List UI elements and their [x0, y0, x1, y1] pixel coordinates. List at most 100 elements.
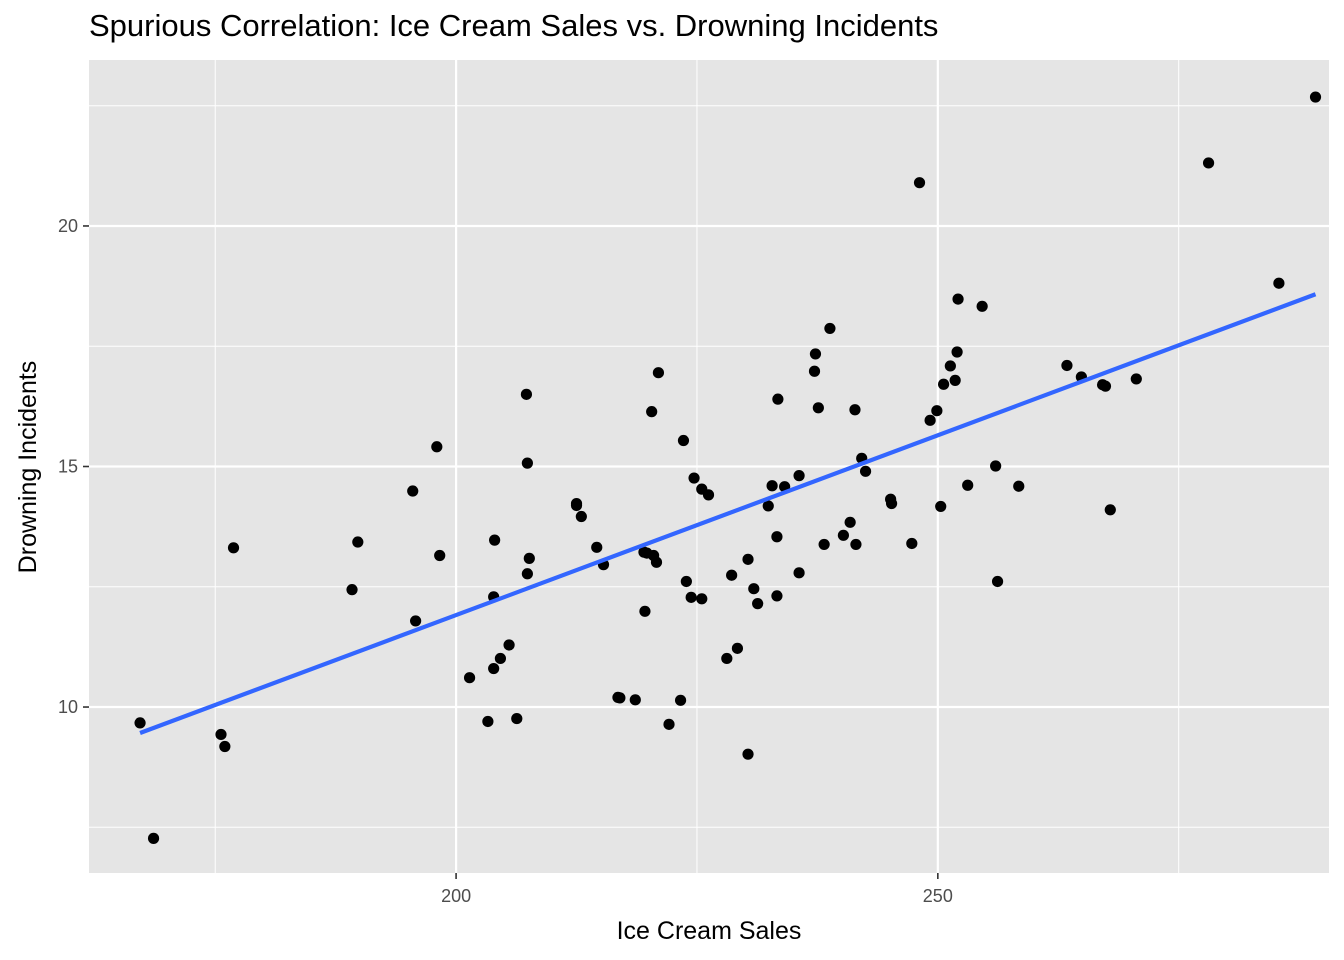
x-tick-label: 200	[441, 886, 471, 906]
scatter-point	[570, 499, 583, 512]
scatter-point	[850, 538, 862, 551]
scatter-point	[646, 406, 658, 418]
scatter-point	[523, 552, 535, 564]
scatter-point	[1061, 359, 1073, 372]
tick-labels: 200 250 10 15 20	[58, 216, 953, 906]
scatter-point	[1104, 504, 1116, 516]
scatter-point	[488, 662, 500, 675]
scatter-point	[906, 537, 918, 550]
scatter-point	[824, 322, 836, 335]
scatter-point	[935, 500, 947, 513]
scatter-point	[521, 568, 533, 580]
scatter-point	[793, 567, 805, 579]
scatter-point	[680, 575, 692, 588]
scatter-point	[837, 529, 850, 541]
x-axis-title: Ice Cream Sales	[617, 917, 802, 945]
scatter-point	[721, 652, 733, 665]
scatter-point	[952, 293, 964, 305]
y-axis-title: Drowning Incidents	[14, 361, 42, 574]
scatter-point	[482, 715, 494, 728]
scatter-point	[629, 694, 641, 706]
scatter-point	[434, 549, 446, 562]
scatter-point	[407, 485, 419, 497]
scatter-point	[913, 177, 926, 189]
scatter-point	[748, 583, 760, 595]
scatter-point	[591, 541, 603, 553]
scatter-point	[494, 652, 507, 665]
scatter-point	[990, 460, 1002, 472]
chart-title: Spurious Correlation: Ice Cream Sales vs…	[89, 8, 939, 43]
scatter-point	[674, 694, 687, 706]
scatter-point	[614, 692, 626, 704]
scatter-point	[652, 367, 665, 379]
scatter-point	[511, 712, 523, 725]
y-tick-label: 20	[58, 216, 78, 236]
scatter-point	[808, 365, 821, 377]
scatter-point	[639, 605, 651, 617]
x-tick-label: 250	[923, 886, 953, 906]
axis-ticks	[83, 225, 939, 879]
scatter-point	[1099, 380, 1112, 392]
scatter-point	[849, 404, 861, 416]
scatter-point	[771, 590, 783, 602]
scatter-point	[772, 393, 784, 405]
scatter-point	[1309, 91, 1322, 103]
scatter-point	[431, 441, 443, 453]
scatter-point	[812, 402, 824, 414]
scatter-point	[688, 472, 700, 484]
scatter-point	[1013, 480, 1025, 492]
scatter-point	[134, 717, 146, 729]
scatter-point	[677, 434, 690, 447]
scatter-point	[844, 516, 856, 528]
scatter-point	[650, 556, 663, 568]
scatter-point	[1202, 157, 1215, 169]
scatter-point	[696, 593, 708, 605]
scatter-point	[885, 497, 898, 510]
major-gridlines	[89, 60, 1329, 873]
scatter-point	[521, 457, 533, 469]
scatter-point	[818, 538, 830, 551]
scatter-point	[976, 300, 988, 312]
scatter-point	[575, 510, 587, 523]
scatter-point	[352, 536, 364, 548]
scatter-point	[1130, 373, 1142, 385]
y-tick-label: 15	[58, 457, 78, 477]
scatter-point	[489, 534, 501, 546]
scatter-point	[731, 642, 744, 654]
scatter-point	[938, 378, 950, 390]
scatter-point	[685, 591, 697, 603]
scatter-point	[859, 465, 872, 477]
scatter-point	[147, 832, 160, 844]
scatter-point	[215, 728, 227, 741]
fit-line-layer	[139, 292, 1317, 735]
scatter-point	[726, 569, 738, 581]
scatter-point	[809, 348, 822, 360]
scatter-point	[991, 575, 1004, 588]
scatter-point	[771, 531, 783, 543]
scatter-point	[962, 479, 974, 491]
scatter-point	[949, 374, 961, 386]
scatter-point	[931, 405, 943, 417]
scatter-point	[463, 672, 476, 684]
scatter-point	[663, 718, 675, 730]
scatter-point	[762, 500, 774, 512]
scatter-point	[503, 639, 515, 651]
scatter-point	[951, 346, 963, 358]
regression-line	[139, 292, 1317, 735]
scatter-point	[227, 542, 240, 554]
scatter-point	[766, 480, 778, 492]
scatter-point	[742, 748, 754, 760]
scatter-point	[520, 388, 533, 400]
scatter-point	[219, 740, 231, 753]
scatter-point	[702, 489, 715, 501]
y-tick-label: 10	[58, 697, 78, 717]
scatter-point	[742, 553, 754, 565]
scatter-point	[410, 615, 422, 627]
scatter-point	[346, 584, 358, 596]
scatter-point	[1273, 277, 1285, 289]
scatter-point	[752, 598, 764, 610]
scatter-point	[944, 360, 956, 372]
scatter-point	[924, 414, 936, 426]
scatter-point	[793, 470, 805, 482]
